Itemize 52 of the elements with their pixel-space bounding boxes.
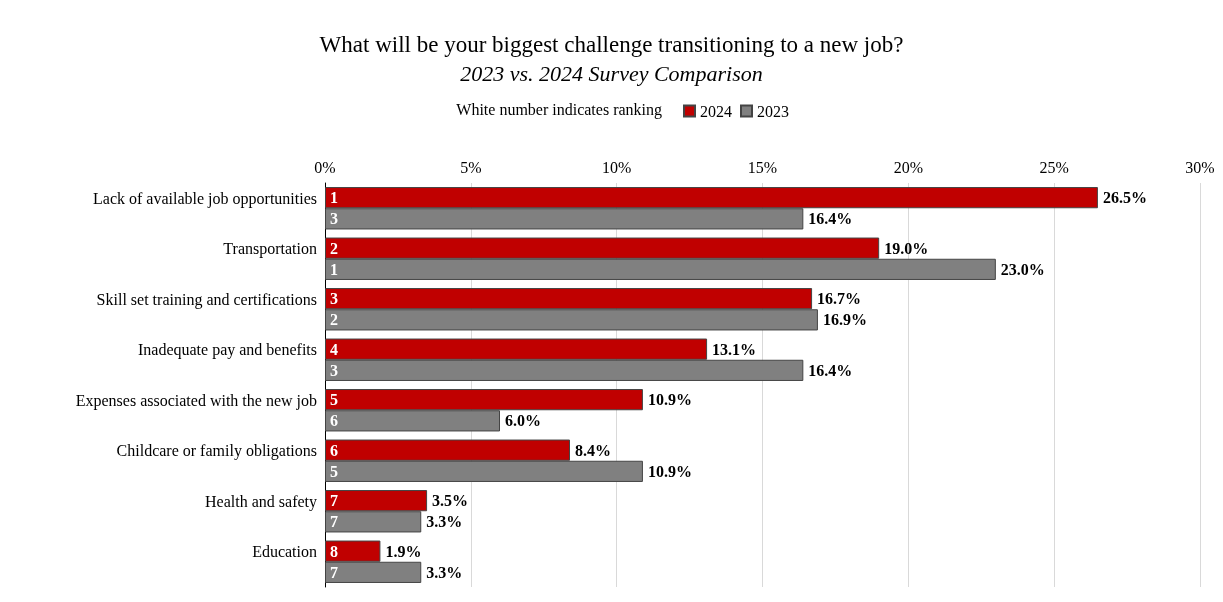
y-tick-label: Inadequate pay and benefits	[137, 341, 317, 360]
annotation: 8	[330, 542, 338, 560]
y-tick-label: Lack of available job opportunities	[93, 189, 317, 208]
annotation: 7	[330, 563, 338, 581]
annotation: 3	[330, 361, 338, 379]
data-label: 3.3%	[426, 513, 463, 531]
annotation: 5	[330, 462, 338, 480]
annotation: 6	[330, 441, 338, 459]
data-label: 10.9%	[647, 391, 692, 409]
annotation: 3	[330, 210, 338, 228]
annotation: 7	[330, 492, 338, 510]
data-label: 19.0%	[884, 239, 929, 257]
data-label: 26.5%	[1102, 189, 1147, 207]
data-label: 13.1%	[712, 340, 757, 358]
annotation: 4	[330, 340, 338, 358]
annotation: 2	[330, 311, 338, 329]
data-label: 3.3%	[426, 563, 463, 581]
data-label: 8.4%	[575, 441, 611, 459]
annotation: 5	[330, 391, 338, 409]
x-tick-label: 5%	[460, 158, 482, 176]
y-tick-label: Education	[252, 543, 317, 561]
annotation: 7	[330, 513, 338, 531]
annotation: 1	[330, 260, 338, 278]
y-tick-label: Skill set training and certifications	[96, 290, 317, 309]
y-tick-label: Health and safety	[205, 492, 317, 511]
data-label: 3.5%	[432, 492, 469, 510]
legend-label: 2023	[757, 102, 789, 120]
x-tick-label: 15%	[747, 158, 778, 176]
annotation: 2	[330, 239, 338, 257]
legend-label: 2024	[700, 102, 732, 120]
data-label: 6.0%	[505, 412, 541, 430]
chart-title: What will be your biggest challenge transitioning to a new job?	[319, 32, 904, 57]
chart-subtitle: 2023 vs. 2024 Survey Comparison	[460, 60, 763, 86]
y-tick-label: Expenses associated with the new job	[75, 391, 317, 410]
data-label: 1.9%	[385, 542, 422, 560]
x-tick-label: 20%	[893, 158, 923, 176]
annotation: 1	[330, 189, 338, 207]
x-tick-label: 25%	[1039, 158, 1069, 176]
x-tick-label: 10%	[602, 158, 632, 176]
data-label: 16.7%	[817, 290, 862, 308]
annotation: 3	[330, 290, 338, 308]
x-tick-label: 30%	[1185, 158, 1215, 176]
data-label: 10.9%	[647, 462, 692, 480]
data-label: 16.4%	[808, 210, 853, 228]
x-tick-label: 0%	[314, 158, 336, 176]
data-label: 16.4%	[808, 361, 853, 379]
data-label: 23.0%	[1000, 260, 1045, 278]
y-tick-label: Transportation	[223, 240, 317, 259]
annotation: 6	[330, 412, 338, 430]
text: White number indicates ranking	[456, 100, 663, 119]
y-tick-label: Childcare or family obligations	[116, 442, 317, 461]
data-label: 16.9%	[822, 311, 867, 329]
